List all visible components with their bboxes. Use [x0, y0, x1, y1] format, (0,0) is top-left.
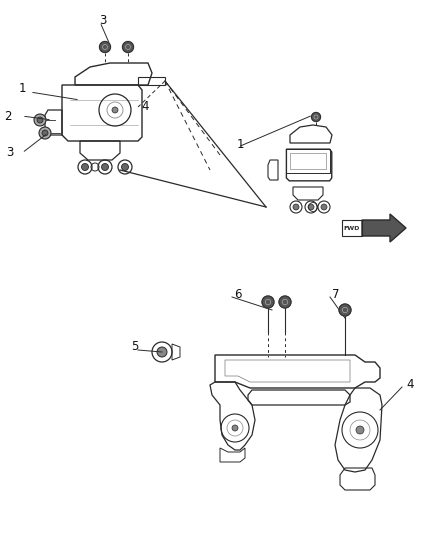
Circle shape	[123, 42, 134, 52]
Text: 3: 3	[99, 13, 107, 27]
Circle shape	[37, 117, 43, 123]
Text: 1: 1	[18, 82, 26, 94]
Circle shape	[232, 425, 238, 431]
Text: 6: 6	[234, 288, 242, 302]
Circle shape	[157, 347, 167, 357]
Text: 4: 4	[406, 378, 414, 392]
Text: 5: 5	[131, 341, 139, 353]
Circle shape	[112, 107, 118, 113]
Circle shape	[321, 204, 327, 210]
Circle shape	[39, 127, 51, 139]
Circle shape	[356, 426, 364, 434]
Circle shape	[279, 296, 291, 308]
Circle shape	[308, 204, 314, 210]
Text: 1: 1	[236, 139, 244, 151]
Circle shape	[102, 164, 109, 171]
Polygon shape	[362, 214, 406, 242]
Circle shape	[34, 114, 46, 126]
Text: 2: 2	[4, 109, 12, 123]
Circle shape	[262, 296, 274, 308]
Text: FWD: FWD	[344, 225, 360, 230]
Circle shape	[293, 204, 299, 210]
Circle shape	[339, 304, 351, 316]
Circle shape	[99, 42, 110, 52]
Text: 3: 3	[6, 147, 14, 159]
Text: 7: 7	[332, 288, 340, 302]
Circle shape	[42, 130, 48, 136]
Circle shape	[121, 164, 128, 171]
Circle shape	[311, 112, 321, 122]
Text: 4: 4	[141, 101, 149, 114]
Circle shape	[81, 164, 88, 171]
